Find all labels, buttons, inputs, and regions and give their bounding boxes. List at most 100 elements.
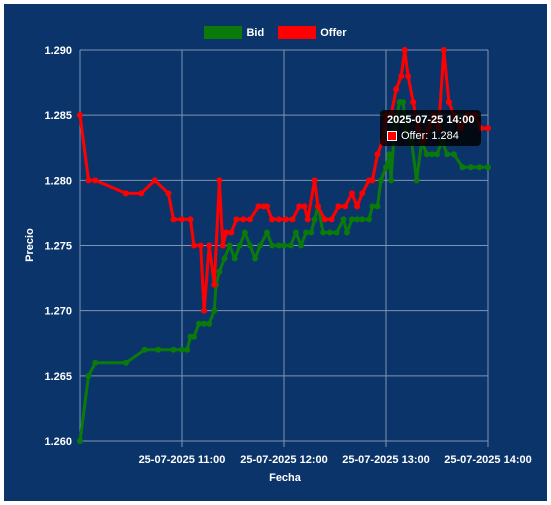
data-point-bid[interactable] [308, 229, 315, 236]
data-point-bid[interactable] [326, 229, 333, 236]
data-point-bid[interactable] [85, 372, 92, 379]
data-point-bid[interactable] [216, 268, 223, 275]
data-point-bid[interactable] [451, 151, 457, 158]
data-point-bid[interactable] [281, 242, 287, 249]
data-point-offer[interactable] [321, 216, 328, 223]
data-point-bid[interactable] [377, 177, 384, 184]
data-point-bid[interactable] [428, 151, 435, 158]
data-point-offer[interactable] [374, 151, 381, 158]
data-point-offer[interactable] [398, 73, 405, 80]
data-point-offer[interactable] [264, 203, 270, 210]
data-point-offer[interactable] [275, 216, 282, 223]
legend-item-bid[interactable]: Bid [204, 26, 264, 39]
data-point-bid[interactable] [241, 229, 248, 236]
data-point-bid[interactable] [311, 216, 318, 223]
data-point-bid[interactable] [184, 346, 191, 353]
data-point-bid[interactable] [423, 151, 430, 158]
data-point-bid[interactable] [211, 307, 218, 314]
data-point-bid[interactable] [196, 320, 202, 327]
data-point-bid[interactable] [122, 359, 129, 366]
data-point-bid[interactable] [264, 229, 270, 236]
data-point-offer[interactable] [401, 47, 408, 53]
data-point-bid[interactable] [247, 242, 253, 249]
data-point-offer[interactable] [289, 216, 296, 223]
data-point-bid[interactable] [354, 216, 361, 223]
data-point-offer[interactable] [349, 190, 355, 197]
data-point-offer[interactable] [216, 177, 223, 184]
data-point-bid[interactable] [77, 438, 83, 444]
data-point-bid[interactable] [485, 164, 491, 171]
data-point-bid[interactable] [388, 177, 395, 184]
data-point-offer[interactable] [197, 242, 204, 249]
data-point-offer[interactable] [369, 177, 376, 184]
data-point-offer[interactable] [122, 190, 129, 197]
data-point-bid[interactable] [413, 177, 420, 184]
data-point-offer[interactable] [301, 203, 308, 210]
data-point-offer[interactable] [247, 216, 253, 223]
data-point-offer[interactable] [485, 125, 491, 132]
data-point-offer[interactable] [393, 86, 400, 93]
data-point-offer[interactable] [138, 190, 145, 197]
data-point-bid[interactable] [343, 229, 350, 236]
data-point-offer[interactable] [85, 177, 92, 184]
data-point-offer[interactable] [233, 216, 240, 223]
data-point-bid[interactable] [298, 242, 304, 249]
data-point-bid[interactable] [170, 346, 177, 353]
data-point-offer[interactable] [255, 203, 262, 210]
data-point-bid[interactable] [320, 229, 327, 236]
data-point-bid[interactable] [333, 229, 340, 236]
data-point-bid[interactable] [236, 242, 243, 249]
data-point-offer[interactable] [165, 190, 172, 197]
data-point-bid[interactable] [179, 346, 185, 353]
data-point-offer[interactable] [445, 99, 452, 106]
data-point-offer[interactable] [223, 229, 230, 236]
data-point-offer[interactable] [311, 177, 318, 184]
data-point-offer[interactable] [315, 203, 321, 210]
data-point-bid[interactable] [386, 151, 393, 158]
data-point-offer[interactable] [335, 203, 342, 210]
data-point-offer[interactable] [190, 242, 197, 249]
data-point-bid[interactable] [303, 229, 310, 236]
data-point-offer[interactable] [211, 281, 218, 288]
data-point-bid[interactable] [383, 164, 389, 171]
data-point-bid[interactable] [349, 216, 355, 223]
data-point-offer[interactable] [440, 47, 447, 53]
data-point-offer[interactable] [296, 203, 303, 210]
data-point-bid[interactable] [155, 346, 162, 353]
data-point-offer[interactable] [187, 216, 194, 223]
data-point-offer[interactable] [201, 307, 208, 314]
data-point-bid[interactable] [476, 164, 483, 171]
data-point-offer[interactable] [282, 216, 289, 223]
data-point-bid[interactable] [226, 242, 233, 249]
data-point-bid[interactable] [400, 99, 406, 106]
data-point-offer[interactable] [359, 190, 366, 197]
data-point-bid[interactable] [190, 333, 197, 340]
data-point-offer[interactable] [206, 242, 213, 249]
data-point-bid[interactable] [340, 216, 347, 223]
data-point-offer[interactable] [92, 177, 99, 184]
data-point-bid[interactable] [252, 255, 259, 262]
data-point-offer[interactable] [228, 229, 235, 236]
data-point-bid[interactable] [275, 242, 282, 249]
data-point-offer[interactable] [151, 177, 158, 184]
data-point-bid[interactable] [444, 151, 451, 158]
data-point-bid[interactable] [468, 164, 474, 171]
data-point-bid[interactable] [459, 164, 466, 171]
data-point-offer[interactable] [304, 216, 311, 223]
data-point-bid[interactable] [221, 255, 228, 262]
data-point-bid[interactable] [292, 229, 299, 236]
data-point-bid[interactable] [374, 203, 381, 210]
data-point-bid[interactable] [201, 320, 208, 327]
data-point-bid[interactable] [366, 216, 372, 223]
data-point-offer[interactable] [219, 242, 226, 249]
data-point-bid[interactable] [359, 216, 366, 223]
data-point-offer[interactable] [170, 216, 177, 223]
data-point-bid[interactable] [269, 242, 276, 249]
data-point-offer[interactable] [77, 112, 83, 119]
legend-item-offer[interactable]: Offer [278, 26, 347, 39]
data-point-bid[interactable] [231, 255, 238, 262]
data-point-bid[interactable] [141, 346, 148, 353]
data-point-bid[interactable] [206, 320, 213, 327]
data-point-bid[interactable] [434, 151, 440, 158]
data-point-offer[interactable] [269, 216, 276, 223]
